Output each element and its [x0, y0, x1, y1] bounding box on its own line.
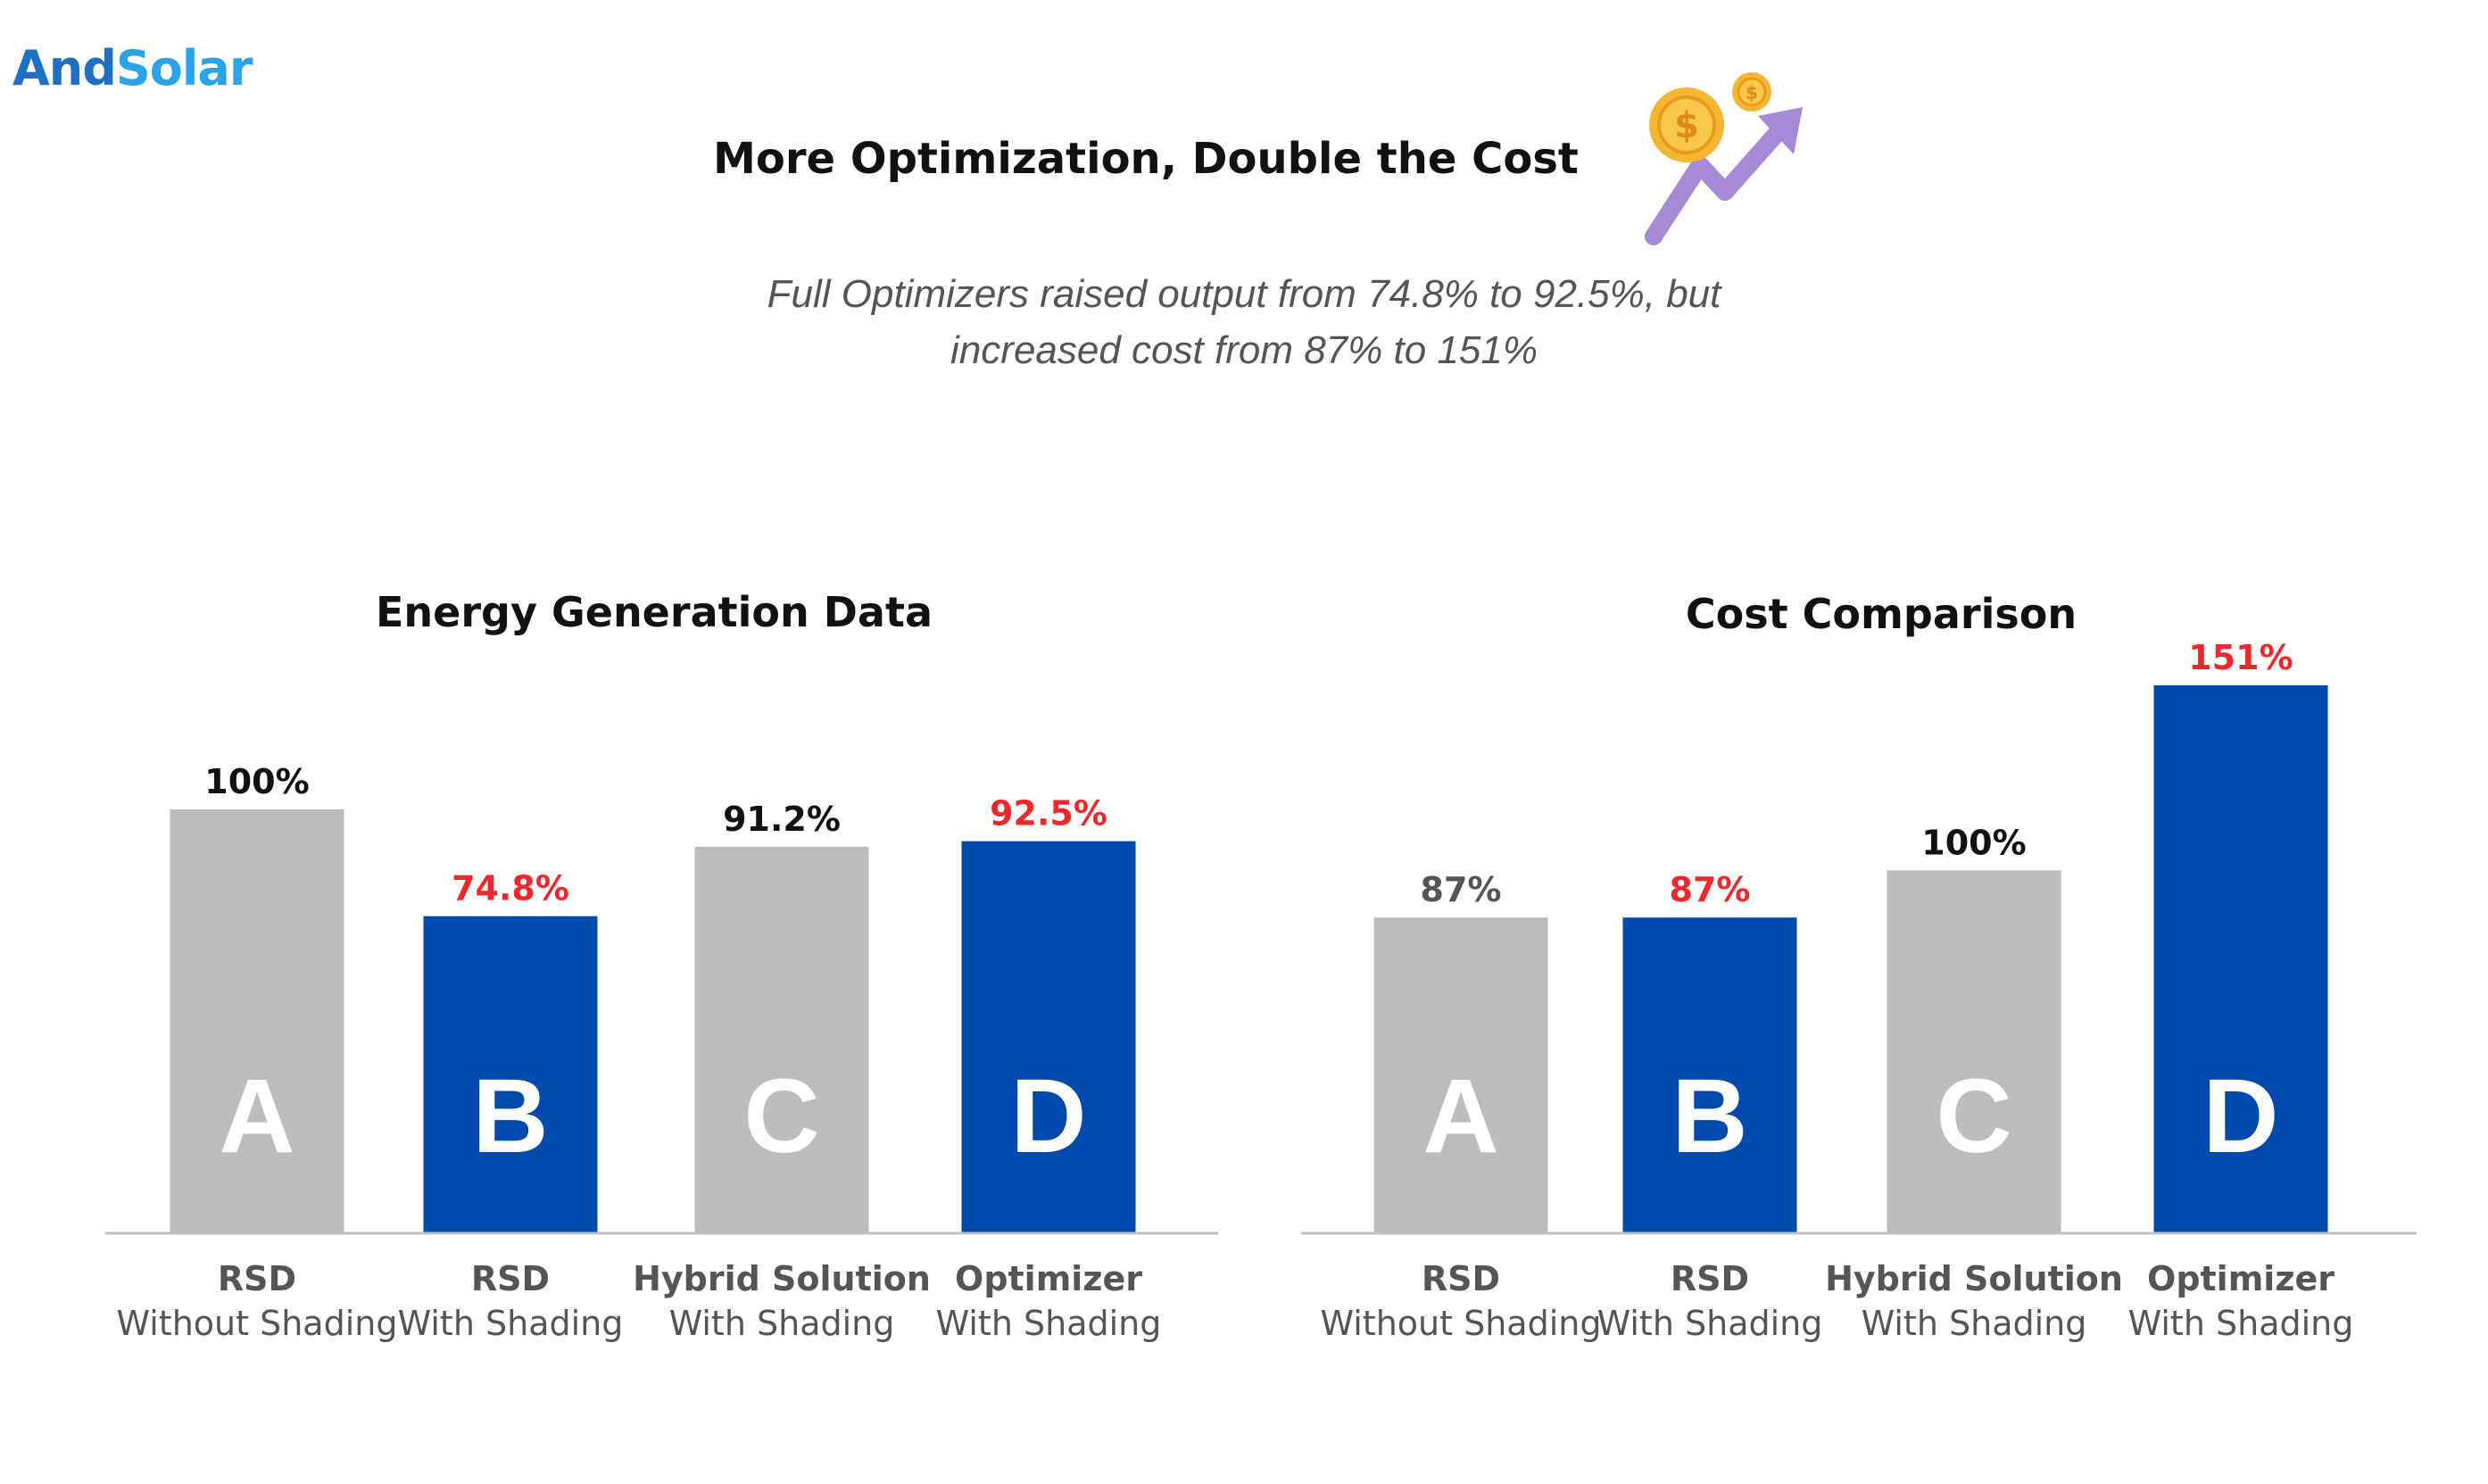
energy-category-name-b: RSD: [471, 1259, 550, 1298]
logo-part-and: And: [12, 40, 117, 96]
page-title-text: More Optimization, Double the Cost: [713, 134, 1579, 184]
cost-category-name-b: RSD: [1671, 1259, 1749, 1298]
energy-chart-title: Energy Generation Data: [376, 588, 933, 636]
cost-bar-a: [1373, 917, 1548, 1233]
energy-category-sub-b: With Shading: [398, 1304, 624, 1343]
cost-category-sub-c: With Shading: [1862, 1304, 2087, 1343]
cost-category-sub-a: Without Shading: [1321, 1304, 1602, 1343]
cost-category-sub-d: With Shading: [2128, 1304, 2354, 1343]
cost-value-label-a: 87%: [1421, 870, 1502, 909]
energy-category-name-c: Hybrid Solution: [633, 1259, 931, 1298]
cost-value-label-b: 87%: [1670, 870, 1751, 909]
energy-bar-a: [170, 809, 344, 1233]
logo-part-solar: Solar: [115, 40, 253, 96]
cost-bar-letter-d: D: [2202, 1057, 2278, 1175]
page-title: More Optimization, Double the Cost: [0, 134, 2488, 184]
energy-bar-b: [423, 916, 598, 1233]
cost-category-name-c: Hybrid Solution: [1825, 1259, 2123, 1298]
cost-bar-letter-a: A: [1422, 1057, 1498, 1175]
cost-chart-title: Cost Comparison: [1686, 590, 2077, 638]
energy-category-name-d: Optimizer: [955, 1259, 1142, 1298]
energy-bar-letter-c: C: [743, 1057, 819, 1175]
cost-category-name-a: RSD: [1422, 1259, 1500, 1298]
energy-value-label-b: 74.8%: [452, 869, 569, 908]
energy-bar-c: [694, 846, 869, 1233]
energy-bar-d: [961, 841, 1136, 1233]
cost-bar-c: [1887, 870, 2061, 1233]
andsolar-logo: AndSolar: [12, 45, 253, 93]
cost-bar-letter-b: B: [1671, 1057, 1747, 1175]
energy-bar-letter-a: A: [219, 1057, 294, 1175]
energy-bar-letter-b: B: [472, 1057, 548, 1175]
energy-category-sub-c: With Shading: [669, 1304, 895, 1343]
svg-text:$: $: [1746, 82, 1758, 104]
energy-value-label-d: 92.5%: [990, 794, 1107, 833]
cost-bar-d: [2153, 685, 2328, 1233]
cost-value-label-c: 100%: [1921, 823, 2026, 862]
energy-category-sub-d: With Shading: [936, 1304, 1162, 1343]
subtitle-line-1: Full Optimizers raised output from 74.8%…: [767, 272, 1721, 316]
cost-category-name-d: Optimizer: [2147, 1259, 2335, 1298]
energy-value-label-a: 100%: [204, 762, 309, 801]
svg-text:$: $: [1674, 105, 1699, 146]
cost-bar-b: [1622, 917, 1797, 1233]
money-growth-arrow-icon: $ $: [1645, 72, 1803, 245]
cost-category-sub-b: With Shading: [1597, 1304, 1823, 1343]
energy-category-name-a: RSD: [218, 1259, 296, 1298]
subtitle: Full Optimizers raised output from 74.8%…: [0, 266, 2488, 378]
energy-category-sub-a: Without Shading: [117, 1304, 398, 1343]
cost-value-label-d: 151%: [2188, 638, 2293, 677]
energy-bar-letter-d: D: [1010, 1057, 1086, 1175]
cost-bar-letter-c: C: [1936, 1057, 2011, 1175]
energy-value-label-c: 91.2%: [723, 800, 841, 839]
subtitle-line-2: increased cost from 87% to 151%: [950, 328, 1538, 372]
